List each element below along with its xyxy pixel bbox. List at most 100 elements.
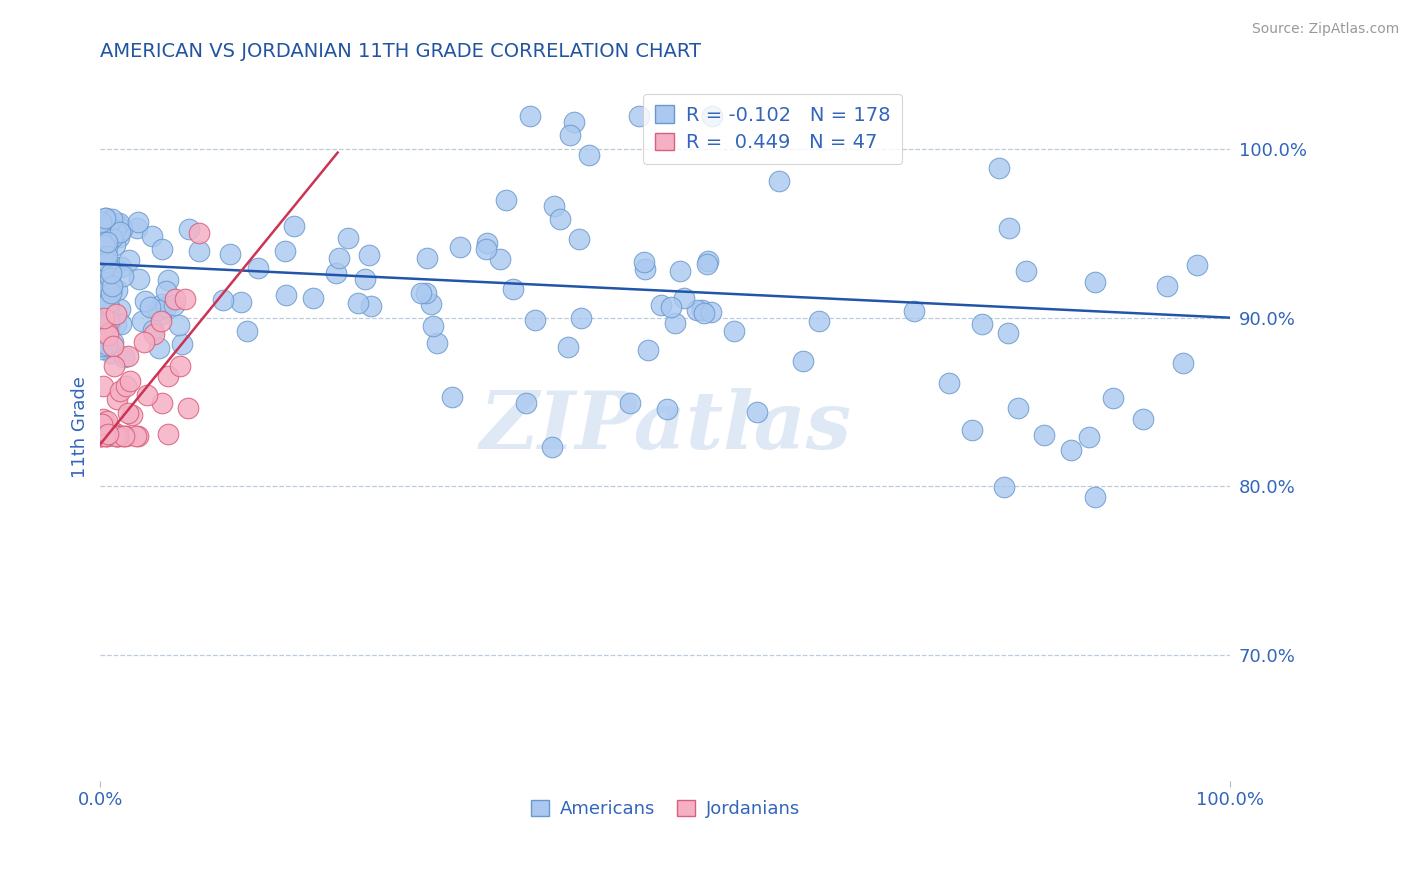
Point [1171,357,1194,371]
Point [90,252,112,267]
Point [673,291,696,305]
Point [96,280,118,294]
Point [97,219,120,233]
Point [128,272,150,286]
Point [655,401,678,416]
Point [97,426,120,441]
Point [90,342,112,356]
Point [1077,430,1099,444]
Point [489,252,512,266]
Point [543,199,565,213]
Point [1007,401,1029,415]
Point [100,266,122,280]
Point [139,300,162,314]
Point [110,225,132,239]
Point [276,288,298,302]
Point [96,235,118,250]
Point [90,215,112,229]
Point [90,300,112,314]
Point [104,428,127,442]
Point [103,359,125,373]
Point [104,428,127,442]
Point [568,232,591,246]
Point [148,342,170,356]
Point [125,220,148,235]
Point [150,242,173,256]
Point [627,109,650,123]
Point [97,259,120,273]
Point [89,322,111,336]
Point [115,428,138,442]
Point [105,283,128,297]
Point [548,212,571,227]
Point [90,287,112,301]
Point [112,428,135,442]
Point [100,346,122,360]
Point [745,405,768,419]
Point [90,428,112,442]
Point [134,293,156,308]
Point [90,319,112,334]
Point [1084,491,1107,505]
Point [105,392,128,407]
Point [229,295,252,310]
Point [98,215,121,229]
Point [157,273,180,287]
Point [90,252,112,267]
Point [1083,275,1105,289]
Point [97,277,120,292]
Point [101,283,124,297]
Point [118,374,141,388]
Point [177,221,200,235]
Point [101,279,124,293]
Point [142,323,165,337]
Point [100,285,122,300]
Point [89,266,111,280]
Text: AMERICAN VS JORDANIAN 11TH GRADE CORRELATION CHART: AMERICAN VS JORDANIAN 11TH GRADE CORRELA… [100,42,702,61]
Point [93,238,115,252]
Point [131,314,153,328]
Point [103,260,125,275]
Point [156,369,179,384]
Point [502,282,524,296]
Point [163,298,186,312]
Point [110,317,132,331]
Point [103,339,125,353]
Point [659,300,682,314]
Point [91,417,114,431]
Point [136,388,159,402]
Point [163,293,186,307]
Point [93,326,115,340]
Point [112,350,135,364]
Point [115,378,138,392]
Point [110,302,132,317]
Point [283,219,305,233]
Point [768,174,790,188]
Legend: Americans, Jordanians: Americans, Jordanians [523,792,807,825]
Point [187,226,209,240]
Point [495,193,517,207]
Point [449,240,471,254]
Point [1101,391,1123,405]
Point [409,286,432,301]
Point [515,396,537,410]
Point [177,401,200,415]
Point [89,320,111,334]
Point [173,292,195,306]
Point [808,314,831,328]
Point [90,218,112,232]
Point [700,305,723,319]
Point [167,318,190,333]
Point [134,335,156,350]
Point [1015,264,1038,278]
Point [93,339,115,353]
Point [422,318,444,333]
Point [150,307,173,321]
Point [149,314,172,328]
Point [101,231,124,245]
Point [150,297,173,311]
Point [91,271,114,285]
Point [91,379,114,393]
Point [97,296,120,310]
Point [91,340,114,354]
